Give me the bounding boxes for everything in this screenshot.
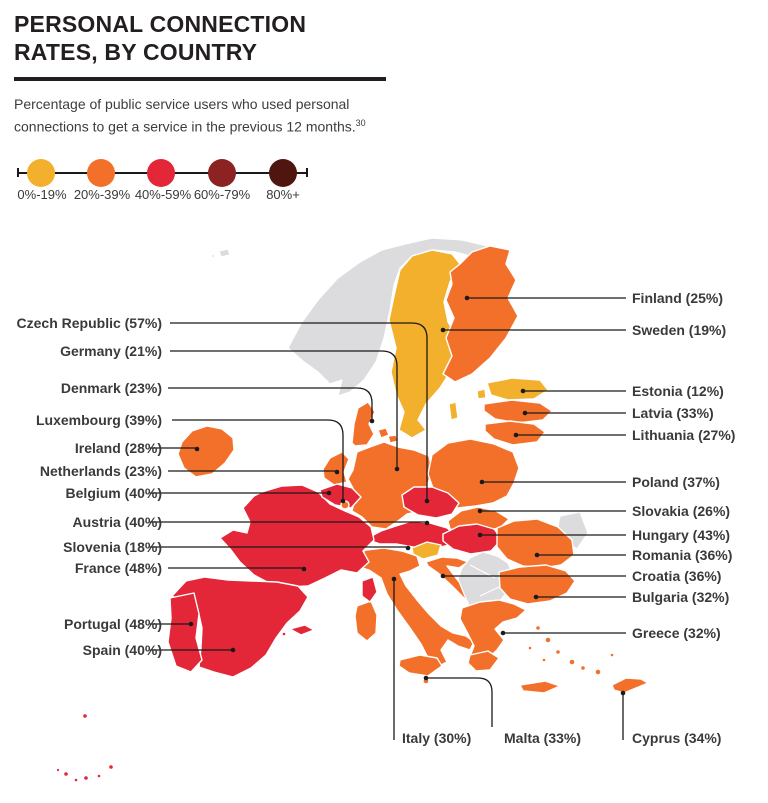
legend-label-40-59: 40%-59% [134,187,192,202]
country-label-greece: Greece (32%) [632,625,721,641]
country-label-czech-republic: Czech Republic (57%) [16,315,162,331]
country-shape-france [219,484,378,603]
country-shape-italy [351,547,475,677]
legend-label-20-39: 20%-39% [73,187,131,202]
country-shape-belgium [319,483,362,509]
legend-swatch-40-59 [147,159,175,187]
country-label-finland: Finland (25%) [632,290,724,306]
country-label-luxembourg: Luxembourg (39%) [35,412,162,428]
country-label-lithuania: Lithuania (27%) [632,427,736,443]
country-label-latvia: Latvia (33%) [632,405,714,421]
country-shape-portugal [167,592,203,673]
subtitle-line2: connections to get a service in the prev… [14,118,356,135]
legend-swatch-0-19 [27,159,55,187]
country-label-italy: Italy (30%) [402,730,472,746]
country-label-hungary: Hungary (43%) [632,527,731,543]
country-label-spain: Spain (40%) [82,642,162,658]
country-label-bulgaria: Bulgaria (32%) [632,589,730,605]
page-title-line2: RATES, BY COUNTRY [14,39,258,65]
legend-label-0-19: 0%-19% [17,187,67,202]
country-shape-slovenia [411,541,442,560]
country-shape-faroe-islet [210,253,216,259]
country-label-romania: Romania (36%) [632,547,733,563]
legend-swatch-60-79 [208,159,236,187]
country-shape-czech-republic [401,486,460,519]
legend-label-80plus: 80%+ [266,187,300,202]
footnote-marker: 30 [355,118,366,128]
country-shape-ireland [177,425,235,478]
country-label-austria: Austria (40%) [72,514,162,530]
legend-tick-right [306,168,308,177]
legend-tick-left [17,168,19,177]
leader-layer [150,295,626,740]
country-shape-cyprus [611,677,649,694]
legend-swatch-20-39 [87,159,115,187]
page-title: PERSONAL CONNECTION RATES, BY COUNTRY [14,10,306,66]
page-title-line1: PERSONAL CONNECTION [14,11,307,37]
country-label-cyprus: Cyprus (34%) [632,730,722,746]
map-layer [55,237,649,783]
country-label-germany: Germany (21%) [60,343,162,359]
country-label-croatia: Croatia (36%) [632,568,722,584]
country-shape-faroe [218,248,231,258]
leader-denmark [168,387,373,420]
country-shape-spain [55,576,315,783]
country-label-portugal: Portugal (48%) [63,616,162,632]
country-shape-netherlands [322,451,350,486]
leader-czech-republic [170,322,428,500]
country-shape-romania [496,518,575,569]
country-label-malta: Malta (33%) [504,730,582,746]
country-shape-greece [459,599,615,694]
country-label-ireland: Ireland (28%) [74,440,162,456]
country-shape-estonia [476,377,549,401]
subtitle-line1: Percentage of public service users who u… [14,96,350,112]
legend-label-60-79: 60%-79% [193,187,251,202]
country-label-slovenia: Slovenia (18%) [63,539,162,555]
country-label-denmark: Denmark (23%) [60,380,162,396]
title-rule [14,77,386,81]
country-shape-denmark [351,401,399,447]
country-shape-bulgaria [498,564,576,605]
country-shape-latvia [483,399,553,424]
subtitle: Percentage of public service users who u… [14,95,366,137]
country-label-slovakia: Slovakia (26%) [632,503,731,519]
country-label-sweden: Sweden (19%) [632,322,727,338]
leader-luxembourg [172,419,344,499]
country-label-estonia: Estonia (12%) [632,383,724,399]
leader-germany [170,350,398,468]
country-label-netherlands: Netherlands (23%) [39,463,162,479]
country-label-poland: Poland (37%) [632,474,720,490]
country-shape-finland [442,245,519,383]
legend-swatch-80plus [269,159,297,187]
leader-malta [427,677,493,727]
country-label-belgium: Belgium (40%) [65,485,162,501]
country-label-france: France (48%) [74,560,162,576]
